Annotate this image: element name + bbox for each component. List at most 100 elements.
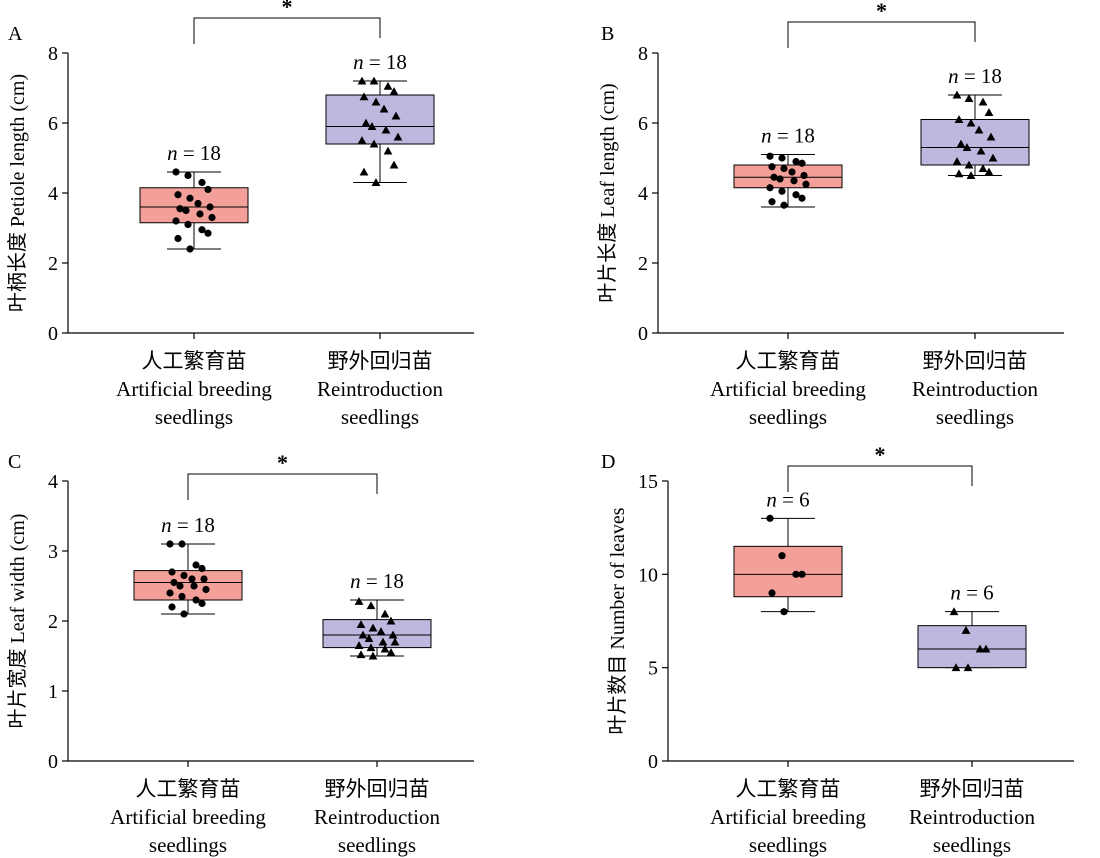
y-axis-label: 叶柄长度 Petiole length (cm) bbox=[6, 74, 29, 312]
data-point-circle bbox=[172, 217, 180, 225]
y-axis-label: 叶片长度 Leaf length (cm) bbox=[596, 83, 619, 302]
sample-size-value: = 18 bbox=[959, 64, 1002, 88]
data-point-circle bbox=[166, 540, 174, 548]
y-tick-label: 4 bbox=[638, 183, 648, 205]
sample-size-label: n = 18 bbox=[761, 124, 815, 148]
significance-bracket bbox=[787, 21, 976, 48]
data-point-circle bbox=[198, 564, 206, 573]
panel-c: C 0 1 2 3 4 叶片宽度 Leaf width (cm) 人工繁育苗 Artificia… bbox=[6, 450, 474, 857]
data-point-circle bbox=[208, 213, 216, 222]
data-point-triangle bbox=[974, 125, 984, 134]
data-point-triangle bbox=[371, 178, 381, 187]
x-tick-label-zh: 野外回归苗 bbox=[923, 349, 1028, 373]
data-point-circle bbox=[768, 198, 776, 206]
data-point-triangle bbox=[393, 132, 403, 141]
data-point-circle bbox=[190, 582, 198, 590]
data-point-triangle bbox=[978, 164, 988, 173]
data-point-triangle bbox=[388, 630, 398, 639]
sample-size-label: n = 18 bbox=[167, 141, 221, 165]
significance-bracket bbox=[187, 473, 378, 500]
sample-size-value: = 6 bbox=[961, 581, 994, 605]
data-point-triangle bbox=[358, 630, 368, 639]
data-point-circle bbox=[198, 599, 206, 608]
sample-size-n: n bbox=[353, 50, 364, 74]
sample-size-label: n = 6 bbox=[950, 581, 993, 605]
panel-b: B 0 2 4 6 8 叶片长度 Leaf length (cm) 人工繁育苗 Artifici… bbox=[596, 0, 1064, 429]
data-point-circle bbox=[770, 173, 778, 181]
data-point-triangle bbox=[356, 650, 366, 659]
x-tick-label-en2: seedlings bbox=[155, 405, 233, 429]
sample-size-value: = 6 bbox=[777, 487, 810, 511]
sample-size-n: n bbox=[167, 141, 178, 165]
data-point-triangle bbox=[961, 625, 971, 634]
data-point-circle bbox=[798, 194, 806, 202]
x-tick-label-zh: 人工繁育苗 bbox=[736, 777, 841, 801]
y-tick-label: 4 bbox=[48, 471, 58, 493]
data-point-triangle bbox=[389, 87, 399, 96]
data-point-triangle bbox=[975, 644, 985, 653]
data-point-triangle bbox=[380, 644, 390, 653]
data-point-circle bbox=[194, 199, 202, 208]
data-point-triangle bbox=[962, 143, 972, 152]
box-iqr bbox=[917, 625, 1027, 669]
data-point-triangle bbox=[976, 146, 986, 155]
data-point-triangle bbox=[964, 160, 974, 169]
y-tick-label: 2 bbox=[638, 253, 648, 275]
y-tick-label: 3 bbox=[48, 541, 58, 563]
data-point-triangle bbox=[963, 663, 973, 672]
y-tick-label: 6 bbox=[638, 113, 648, 135]
data-point-circle bbox=[778, 154, 786, 162]
data-point-circle bbox=[206, 203, 214, 211]
data-point-triangle bbox=[368, 651, 378, 660]
data-point-circle bbox=[780, 608, 788, 616]
data-point-circle bbox=[174, 191, 182, 199]
data-point-circle bbox=[204, 185, 212, 194]
y-tick-label: 4 bbox=[48, 183, 58, 205]
x-tick-label-en2: seedlings bbox=[338, 833, 416, 857]
data-point-circle bbox=[168, 603, 176, 611]
data-point-triangle bbox=[354, 597, 364, 605]
data-point-circle bbox=[178, 540, 186, 548]
x-tick-label-en2: seedlings bbox=[749, 405, 827, 429]
data-point-triangle bbox=[359, 167, 369, 176]
data-point-triangle bbox=[371, 97, 381, 106]
data-point-circle bbox=[768, 163, 776, 171]
y-tick-label: 0 bbox=[48, 323, 58, 345]
data-point-triangle bbox=[984, 108, 994, 117]
sample-size-label: n = 18 bbox=[353, 50, 407, 74]
data-point-circle bbox=[180, 571, 188, 580]
sample-size-label: n = 18 bbox=[948, 64, 1002, 88]
x-tick-label-en2: seedlings bbox=[936, 405, 1014, 429]
data-point-triangle bbox=[966, 118, 976, 127]
box-iqr bbox=[733, 164, 843, 189]
data-point-triangle bbox=[361, 118, 371, 127]
data-point-triangle bbox=[366, 601, 376, 610]
data-point-triangle bbox=[354, 641, 364, 650]
data-point-circle bbox=[802, 180, 810, 188]
x-tick-label-en: Reintroduction bbox=[912, 377, 1038, 401]
data-point-circle bbox=[188, 575, 196, 583]
data-point-circle bbox=[202, 585, 210, 594]
panel-a: A 0 2 4 6 8 叶柄长度 Petiole length (cm) 人工繁育苗 Artif… bbox=[6, 0, 474, 429]
data-point-circle bbox=[200, 575, 208, 583]
panel-label: D bbox=[601, 451, 615, 473]
significance-bracket bbox=[787, 465, 973, 492]
y-tick-label: 1 bbox=[48, 681, 58, 703]
data-point-triangle bbox=[376, 627, 386, 636]
panel-label: C bbox=[8, 451, 21, 473]
data-point-triangle bbox=[954, 115, 964, 124]
data-point-triangle bbox=[952, 157, 962, 166]
data-point-triangle bbox=[956, 139, 966, 148]
data-point-triangle bbox=[954, 169, 964, 178]
data-point-triangle bbox=[986, 132, 996, 141]
data-point-circle bbox=[182, 206, 190, 215]
data-point-triangle bbox=[364, 634, 374, 643]
data-point-triangle bbox=[381, 125, 391, 134]
significance-star: * bbox=[277, 450, 288, 475]
y-tick-label: 5 bbox=[648, 658, 658, 680]
y-tick-label: 0 bbox=[48, 751, 58, 773]
data-point-circle bbox=[778, 552, 786, 560]
data-point-triangle bbox=[357, 76, 367, 85]
significance-star: * bbox=[282, 0, 293, 19]
